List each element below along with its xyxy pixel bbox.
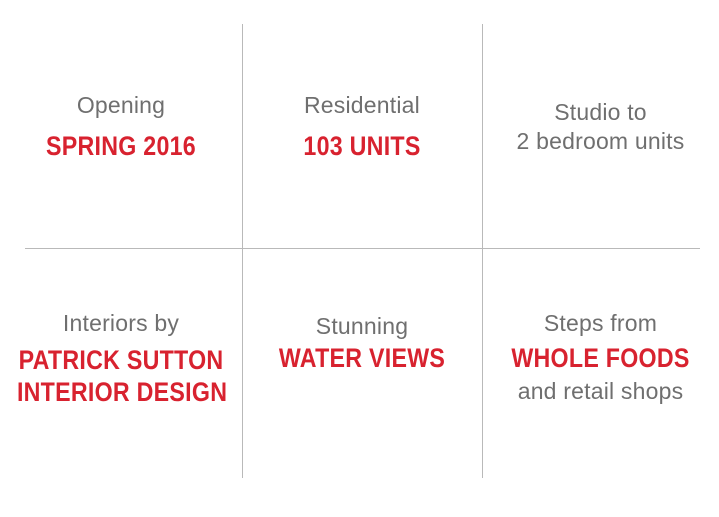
- vertical-divider-1: [242, 24, 243, 478]
- feature-residential: Residential 103 UNITS: [242, 90, 482, 162]
- feature-interiors-value-line-2: INTERIOR DESIGN: [16, 377, 228, 407]
- feature-interiors-label: Interiors by: [62, 310, 180, 336]
- feature-unit-types-line-1: Studio to: [554, 99, 647, 125]
- feature-views: Stunning WATER VIEWS: [242, 311, 482, 374]
- feature-location-suffix: and retail shops: [517, 378, 684, 404]
- feature-opening-label: Opening: [76, 92, 166, 118]
- feature-opening-value: SPRING 2016: [46, 131, 196, 161]
- feature-residential-label: Residential: [304, 92, 420, 118]
- feature-interiors: Interiors by PATRICK SUTTON INTERIOR DES…: [0, 308, 242, 408]
- feature-interiors-value-line-1: PATRICK SUTTON: [18, 345, 224, 375]
- feature-unit-types: Studio to 2 bedroom units: [482, 97, 719, 156]
- feature-location-label: Steps from: [543, 310, 658, 336]
- feature-unit-types-line-2: 2 bedroom units: [516, 128, 685, 154]
- feature-location-value: WHOLE FOODS: [511, 343, 690, 373]
- horizontal-divider: [25, 248, 700, 249]
- feature-views-label: Stunning: [315, 313, 409, 339]
- feature-location: Steps from WHOLE FOODS and retail shops: [482, 308, 719, 406]
- feature-residential-value: 103 UNITS: [303, 131, 421, 161]
- feature-views-value: WATER VIEWS: [278, 343, 446, 373]
- vertical-divider-2: [482, 24, 483, 478]
- feature-opening: Opening SPRING 2016: [0, 90, 242, 162]
